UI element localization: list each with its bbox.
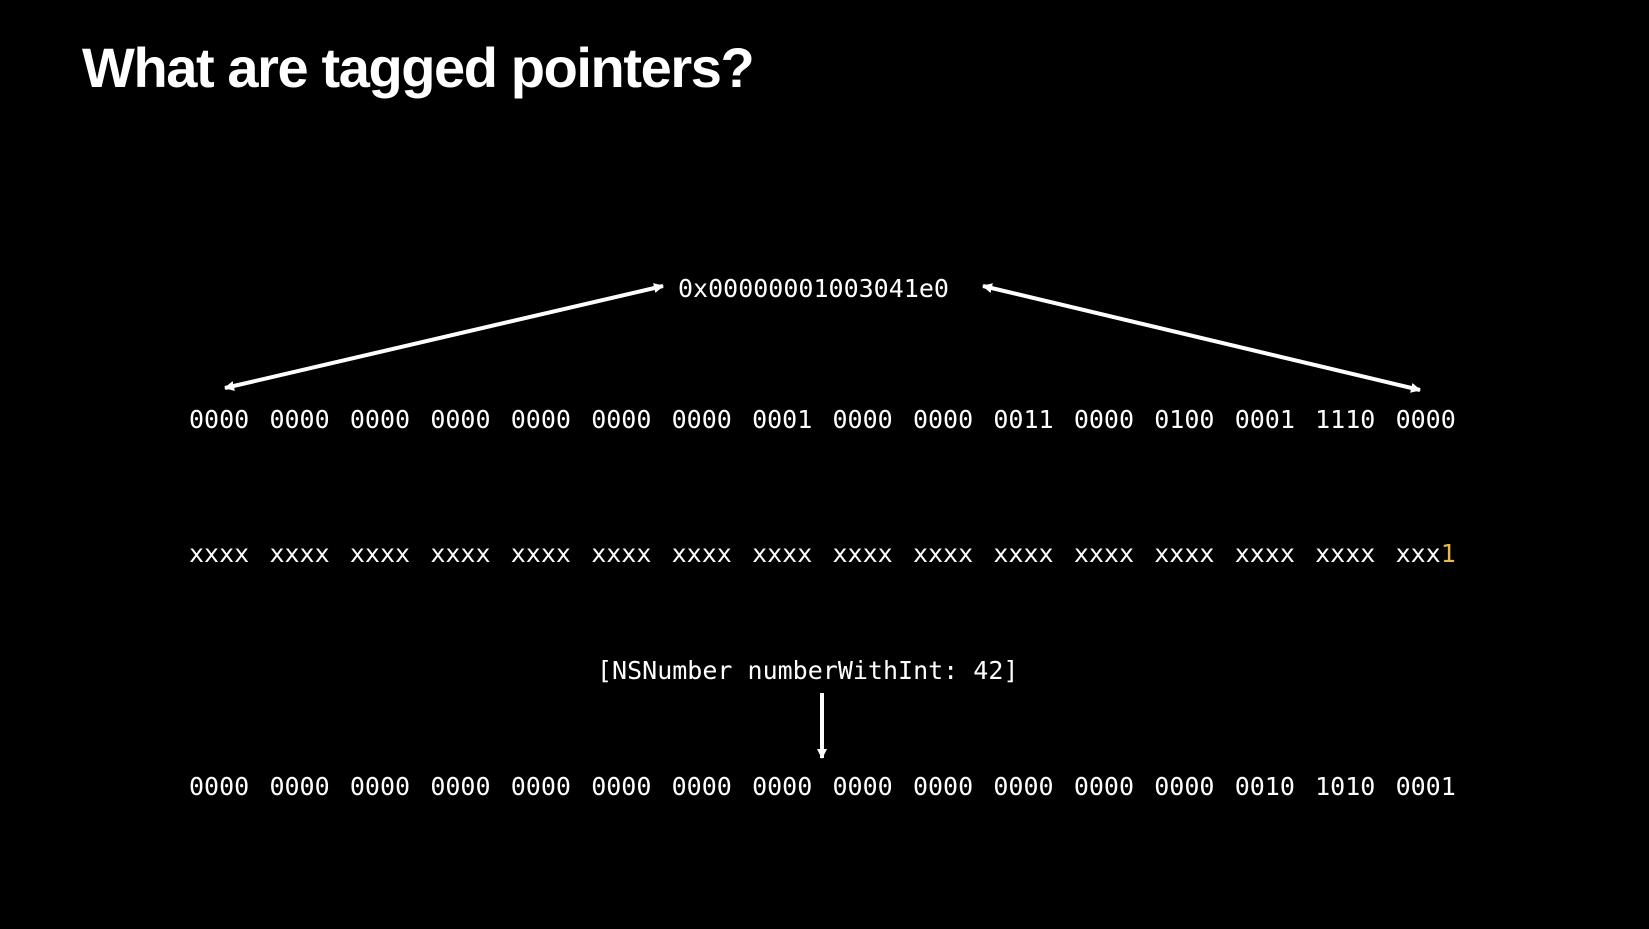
nibble: 0000 <box>912 405 974 434</box>
mask-nibble: xxxx <box>591 539 652 568</box>
nibble: 0000 <box>912 772 974 801</box>
nibble: 0000 <box>1073 405 1135 434</box>
mask-nibble: xxxx <box>430 539 491 568</box>
nibble: 0001 <box>1395 772 1456 801</box>
left-expand-arrow <box>224 283 664 391</box>
slide-title: What are tagged pointers? <box>82 36 755 99</box>
mask-nibble: xxxx <box>269 539 330 568</box>
mask-nibble: xxxx <box>349 539 411 568</box>
mask-nibble: xxxx <box>1315 539 1376 568</box>
mask-last-prefix: xxx <box>1395 539 1441 568</box>
nibble: 0000 <box>671 405 732 434</box>
mask-nibble: xxxx <box>1234 539 1295 568</box>
nibble: 0000 <box>510 405 571 434</box>
mask-nibble: xxxx <box>1073 539 1135 568</box>
nibble: 0000 <box>671 772 732 801</box>
tag-bit: 1 <box>1440 539 1456 568</box>
nibble: 0000 <box>993 772 1054 801</box>
mask-nibble: xxxx <box>510 539 571 568</box>
mask-nibble: xxxx <box>912 539 974 568</box>
pointer-binary-row: 0000 0000 0000 0000 0000 0000 0000 0001 … <box>189 407 1456 432</box>
pointer-hex-value: 0x00000001003041e0 <box>678 274 949 303</box>
mask-nibble: xxxx <box>832 539 893 568</box>
nibble: 0000 <box>430 405 491 434</box>
nibble: 0000 <box>832 405 893 434</box>
nibble: 0000 <box>189 772 250 801</box>
nibble: 0001 <box>1234 405 1295 434</box>
nibble: 1010 <box>1315 772 1376 801</box>
nibble: 0000 <box>752 772 813 801</box>
tag-mask-row: xxxx xxxx xxxx xxxx xxxx xxxx xxxx xxxx … <box>189 541 1456 566</box>
nibble: 0000 <box>510 772 571 801</box>
nibble: 0000 <box>349 772 411 801</box>
nibble: 0000 <box>269 772 330 801</box>
right-expand-arrow <box>982 283 1421 393</box>
nibble: 0000 <box>591 772 652 801</box>
nibble: 1110 <box>1315 405 1376 434</box>
nibble: 0000 <box>430 772 491 801</box>
mask-nibble: xxxx <box>189 539 250 568</box>
mask-nibble: xxxx <box>1154 539 1215 568</box>
mask-nibble: xxxx <box>671 539 732 568</box>
nibble: 0100 <box>1154 405 1215 434</box>
nibble: 0000 <box>591 405 652 434</box>
mask-nibble: xxxx <box>993 539 1054 568</box>
nibble: 0001 <box>752 405 813 434</box>
result-binary-row: 0000 0000 0000 0000 0000 0000 0000 0000 … <box>189 774 1456 799</box>
nibble: 0010 <box>1234 772 1295 801</box>
nibble: 0000 <box>1073 772 1135 801</box>
nibble: 0011 <box>993 405 1054 434</box>
nibble: 0000 <box>269 405 330 434</box>
nibble: 0000 <box>1154 772 1215 801</box>
nibble: 0000 <box>832 772 893 801</box>
message-send-code: [NSNumber numberWithInt: 42] <box>597 656 1019 685</box>
nibble: 0000 <box>1395 405 1456 434</box>
mask-last-nibble: xxx1 <box>1396 541 1456 566</box>
mask-nibble: xxxx <box>752 539 813 568</box>
nibble: 0000 <box>349 405 411 434</box>
nibble: 0000 <box>189 405 250 434</box>
